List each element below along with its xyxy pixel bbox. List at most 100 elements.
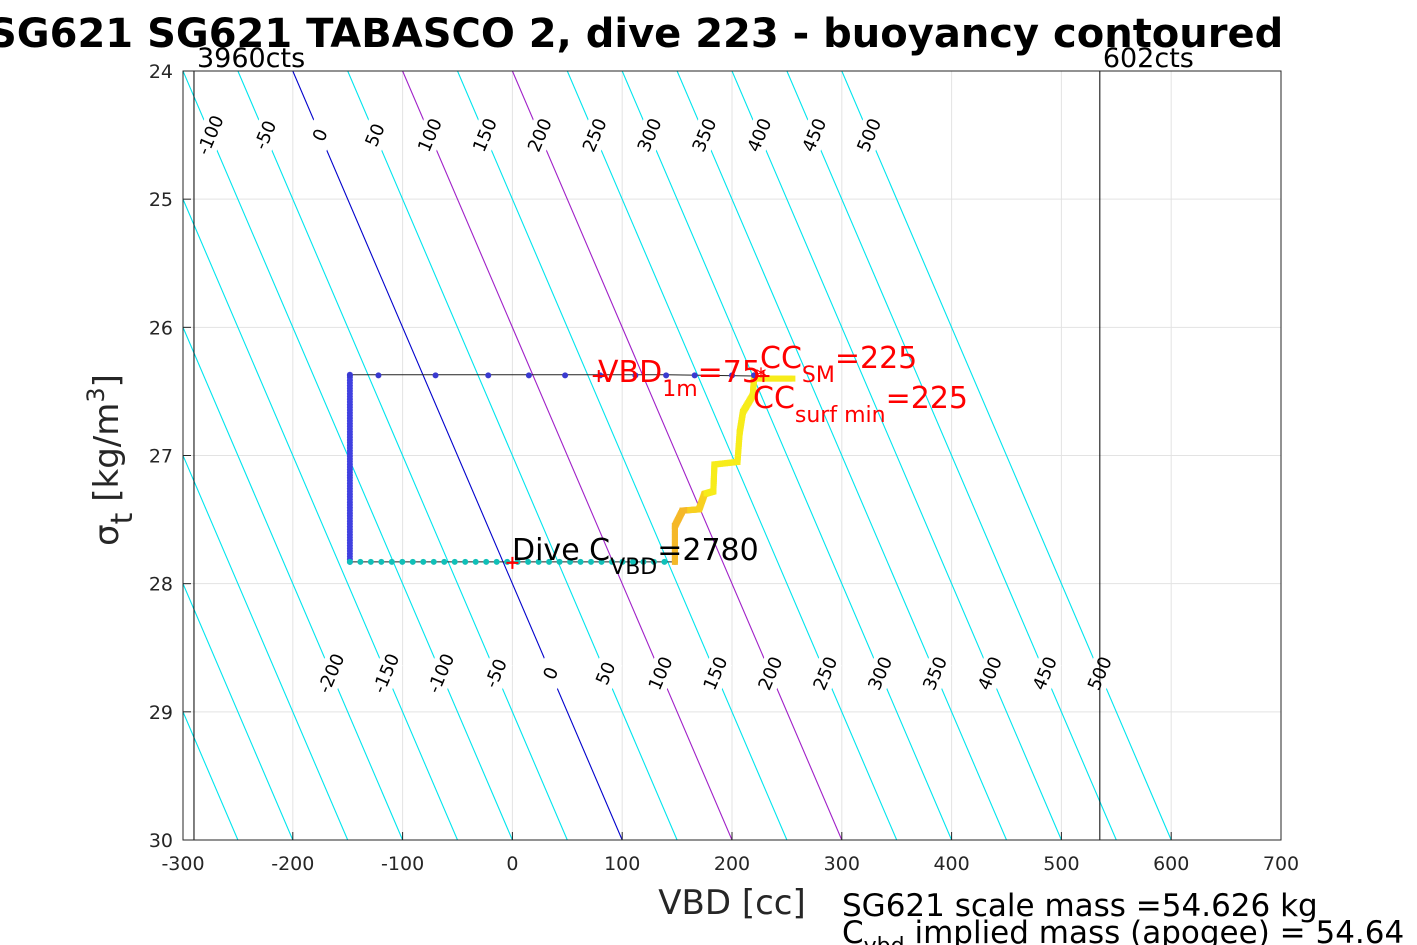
bottom-point <box>567 558 574 565</box>
ascent-point <box>789 375 796 382</box>
y-tick-label: 24 <box>149 61 173 83</box>
contour-line <box>786 71 1117 840</box>
bottom-point <box>619 558 626 565</box>
contour-line <box>347 71 678 840</box>
surface-point <box>691 372 698 379</box>
surface-point <box>562 372 569 379</box>
contour-label-bg <box>688 117 722 153</box>
contour-line <box>676 71 1008 840</box>
contour-label-bg <box>742 117 776 153</box>
contour-label-bg <box>852 117 886 153</box>
contour-line <box>456 71 788 840</box>
bottom-point <box>388 558 395 565</box>
bottom-point <box>420 558 427 565</box>
bottom-point <box>367 558 374 565</box>
contour-label-bg <box>468 117 502 153</box>
bottom-point <box>556 558 563 565</box>
contour-label-bg <box>358 117 392 153</box>
contour-label-bg <box>863 655 897 691</box>
x-tick-label: 500 <box>1043 853 1079 875</box>
contour-label-bg <box>193 117 227 153</box>
bottom-point <box>378 558 385 565</box>
surface-point <box>632 372 639 379</box>
bottom-point <box>640 558 647 565</box>
y-label-sigma: σ <box>87 524 127 546</box>
vbd-1m-annotation: VBD1m=75 <box>598 355 761 402</box>
contour-label-bg <box>314 655 348 691</box>
bottom-point <box>409 558 416 565</box>
chart-title: SG621 SG621 TABASCO 2, dive 223 - buoyan… <box>0 11 1283 57</box>
contour-label-bg <box>808 655 842 691</box>
x-tick-label: 300 <box>824 853 860 875</box>
cc-surf-marker: * <box>755 365 766 390</box>
y-axis-label: σt [kg/m3] <box>82 374 140 546</box>
bottom-point <box>577 558 584 565</box>
y-label-unit: [kg/m <box>87 403 127 502</box>
y-label-sup: 3 <box>82 387 110 402</box>
contour-label-bg <box>698 655 733 691</box>
bottom-point <box>608 558 615 565</box>
contour-line <box>511 71 843 840</box>
contour-label-bg <box>973 655 1007 691</box>
y-tick-label: 25 <box>149 189 173 211</box>
bottom-point <box>525 558 532 565</box>
contour-line <box>237 71 568 840</box>
contour-line <box>183 582 294 840</box>
x-tick-label: 0 <box>506 853 518 875</box>
y-tick-label: 28 <box>149 574 173 596</box>
x-tick-label: 100 <box>604 853 640 875</box>
contour-line <box>731 71 1062 840</box>
bottom-point <box>661 558 668 565</box>
y-label-close: ] <box>87 374 127 387</box>
surface-point <box>663 372 670 379</box>
bottom-point <box>451 558 458 565</box>
x-tick-label: -300 <box>161 853 204 875</box>
implied-mass-c: C <box>842 915 864 945</box>
surface-point <box>729 372 735 379</box>
contour-label-bg <box>918 655 952 691</box>
y-tick-label: 30 <box>149 830 173 852</box>
vbd-limit-label: 602cts <box>1103 43 1194 74</box>
bottom-point <box>346 558 353 565</box>
surface-point <box>346 372 353 379</box>
x-axis-ticks: -300 -200 -100 0 100 200 300 400 500 600 700 <box>161 832 1299 875</box>
bottom-point <box>629 558 636 565</box>
y-tick-label: 26 <box>149 317 173 339</box>
contour-line <box>621 71 953 840</box>
cc-sm-annotation: CCSM=225 <box>760 341 917 388</box>
dive-cvbd-annotation: Dive CVBD=2780 <box>512 533 759 580</box>
x-tick-label: -100 <box>381 853 424 875</box>
x-tick-label: 200 <box>714 853 750 875</box>
contour-label-bg <box>589 655 623 691</box>
contour-label-bg <box>797 117 831 153</box>
contour-label-bg <box>413 117 447 153</box>
contour-label-bg <box>578 117 612 153</box>
vbd-limit-lines: 3960cts 602cts <box>193 43 1194 840</box>
contour-line <box>566 71 898 840</box>
bottom-point <box>483 558 490 565</box>
x-axis-label: VBD [cc] <box>658 883 806 923</box>
implied-mass-text: Cvbd implied mass (apogee) = 54.64 <box>842 915 1404 945</box>
contour-line <box>402 71 733 840</box>
vbd-limit-label: 3960cts <box>197 43 305 74</box>
bottom-point <box>650 558 657 565</box>
bottom-point <box>535 558 542 565</box>
contour-line <box>841 71 1172 840</box>
bottom-point <box>462 558 469 565</box>
scale-mass-text: SG621 scale mass =54.626 kg <box>842 888 1318 924</box>
bottom-point <box>588 558 595 565</box>
contour-label-bg <box>534 655 568 691</box>
bottom-point <box>546 558 553 565</box>
surface-point <box>750 372 757 379</box>
x-tick-label: 400 <box>933 853 969 875</box>
bottom-point <box>472 558 479 565</box>
y-tick-label: 29 <box>149 702 173 724</box>
bottom-point <box>430 558 437 565</box>
bottom-point <box>493 558 500 565</box>
bottom-point <box>399 558 406 565</box>
bottom-point <box>441 558 448 565</box>
contour-label-bg <box>1028 655 1062 691</box>
contour-label-bg <box>633 117 667 153</box>
bottom-point <box>357 558 364 565</box>
